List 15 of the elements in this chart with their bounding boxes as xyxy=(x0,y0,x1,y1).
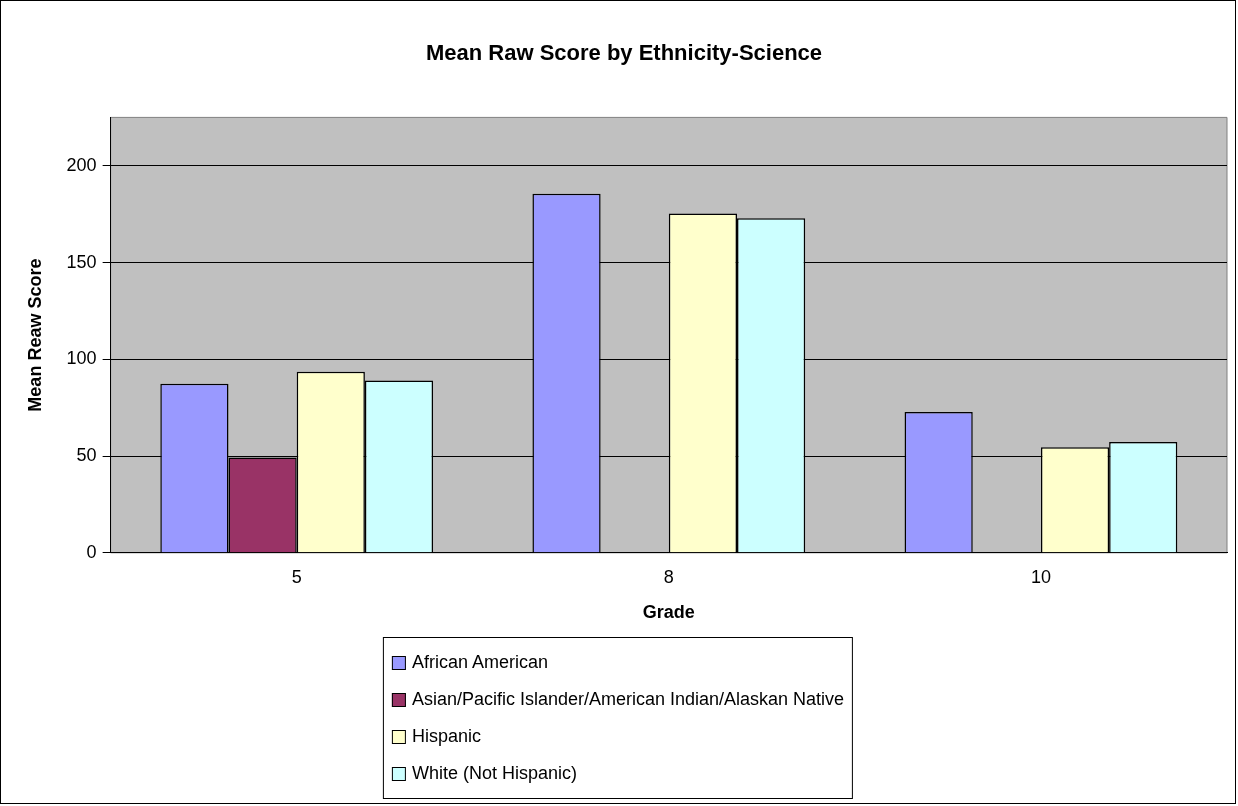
y-tick-label: 0 xyxy=(86,541,97,562)
x-tick-label: 5 xyxy=(291,566,302,587)
legend-label: Asian/Pacific Islander/American Indian/Alaskan Native xyxy=(411,689,845,710)
y-tick-label: 200 xyxy=(66,154,97,175)
y-tick-label: 150 xyxy=(66,251,97,272)
y-axis-title: Mean Reaw Score xyxy=(24,258,45,412)
y-tick-label: 100 xyxy=(66,348,97,369)
x-tick-label: 10 xyxy=(1030,566,1051,587)
legend-label: Hispanic xyxy=(411,726,481,747)
y-tick-label: 50 xyxy=(76,445,97,466)
legend-label: African American xyxy=(411,652,548,673)
x-tick-label: 8 xyxy=(663,566,674,587)
x-axis-title: Grade xyxy=(642,602,695,623)
chart-title: Mean Raw Score by Ethnicity-Science xyxy=(425,40,823,66)
legend-label: White (Not Hispanic) xyxy=(411,763,577,784)
